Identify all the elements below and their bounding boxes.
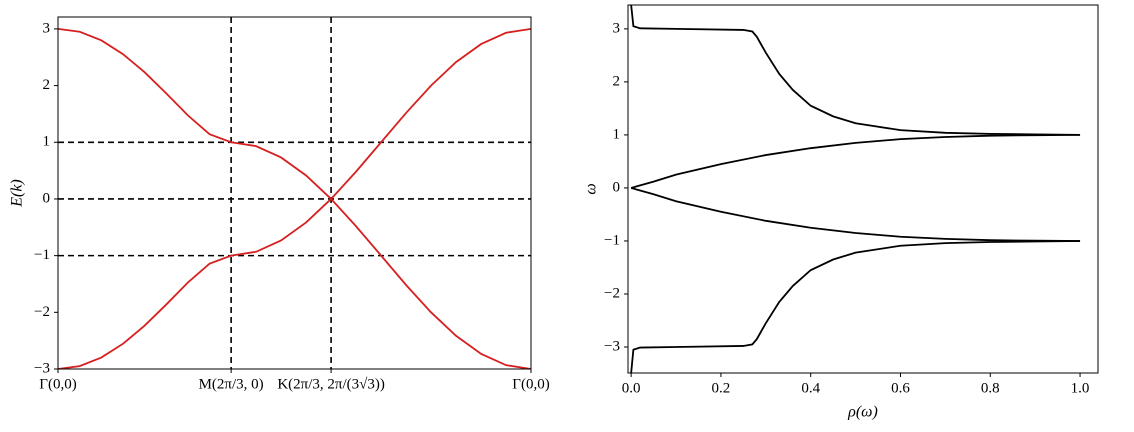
axes-frame bbox=[627, 4, 1099, 374]
y-tick-label: −3 bbox=[604, 338, 620, 354]
x-tick-label: M(2π/3, 0) bbox=[199, 376, 264, 392]
axes-frame bbox=[57, 16, 532, 370]
y-tick-label: 0 bbox=[43, 190, 51, 206]
x-tick-label: Γ(0,0) bbox=[39, 376, 76, 392]
y-tick-label: 2 bbox=[613, 73, 621, 89]
y-tick-label: 3 bbox=[613, 20, 621, 36]
x-tick-label: Γ(0,0) bbox=[512, 376, 549, 392]
y-tick-label: −3 bbox=[34, 360, 50, 376]
y-axis-label: E(k) bbox=[9, 179, 26, 208]
x-tick-label: 0.6 bbox=[891, 380, 910, 396]
x-tick-label: 1.0 bbox=[1071, 380, 1090, 396]
y-tick-label: 1 bbox=[613, 126, 621, 142]
x-axis-label: ρ(ω) bbox=[847, 404, 878, 421]
x-tick-label: 0.0 bbox=[622, 380, 641, 396]
y-tick-label: −1 bbox=[34, 247, 50, 263]
y-tick-label: −2 bbox=[34, 304, 50, 320]
x-tick-label: 0.8 bbox=[981, 380, 1000, 396]
x-tick-label: 0.4 bbox=[801, 380, 820, 396]
y-axis-label: ω bbox=[583, 183, 600, 194]
curve bbox=[630, 187, 1081, 242]
y-tick-label: 0 bbox=[613, 179, 621, 195]
curve bbox=[630, 134, 1081, 189]
y-tick-label: 3 bbox=[43, 20, 51, 36]
y-tick-label: 1 bbox=[43, 134, 51, 150]
x-tick-label: 0.2 bbox=[712, 380, 731, 396]
y-tick-label: −1 bbox=[604, 232, 620, 248]
curve bbox=[630, 5, 1081, 136]
curve bbox=[58, 28, 531, 201]
y-tick-label: 2 bbox=[43, 77, 51, 93]
curve bbox=[58, 197, 531, 369]
y-tick-label: −2 bbox=[604, 285, 620, 301]
curve bbox=[630, 240, 1081, 373]
x-tick-label: K(2π/3, 2π/(3√3)) bbox=[277, 376, 385, 392]
